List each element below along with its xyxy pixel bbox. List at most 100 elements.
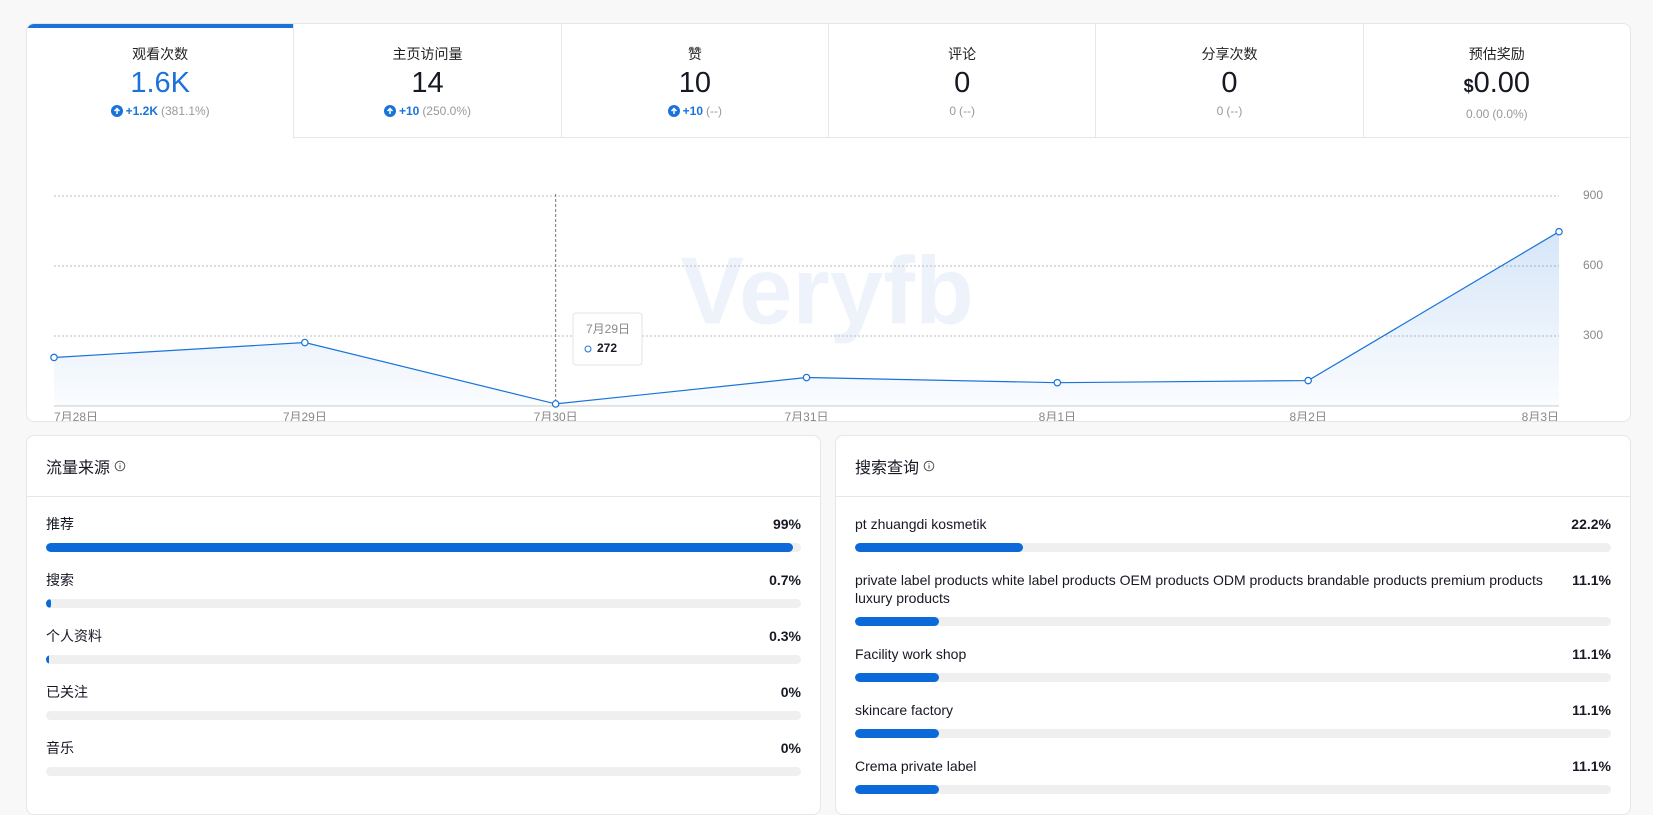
bar-fill <box>855 617 939 626</box>
tab-pct: (250.0%) <box>422 104 472 118</box>
bar-track <box>46 543 801 552</box>
item-label: Crema private label <box>855 758 977 774</box>
page: 观看次数 1.6K +1.2K (381.1%) 主页访问量 14 +10 (250.0%) 赞… <box>26 23 1631 815</box>
item-label: 音乐 <box>46 740 74 756</box>
tab-value-row: $0.00 <box>1364 66 1630 103</box>
item-pct: 0% <box>780 740 801 756</box>
tab-change-row: 0 (--) <box>1096 104 1362 118</box>
bar-track <box>46 599 801 608</box>
up-arrow-icon <box>110 105 123 117</box>
bar-fill <box>855 673 939 682</box>
tab-change: 0 <box>1216 104 1224 118</box>
panel-header: 搜索查询 <box>836 436 1630 497</box>
tab-pct: (0.0%) <box>1492 107 1528 121</box>
bar-track <box>855 729 1611 738</box>
tab-value: 0 <box>954 67 971 99</box>
item-row: 推荐 99% <box>46 515 801 533</box>
point <box>551 400 560 408</box>
info-icon[interactable] <box>923 460 935 472</box>
tooltip-date: 7月29日 <box>586 322 630 336</box>
tab-value-row: 14 <box>294 66 560 100</box>
point <box>50 353 58 362</box>
metric-tab[interactable]: 主页访问量 14 +10 (250.0%) <box>293 24 561 138</box>
up-arrow-icon <box>667 105 680 117</box>
up-arrow-icon <box>383 105 396 117</box>
tab-change: 0 <box>949 104 956 118</box>
item: Facility work shop 11.1% <box>855 645 1611 682</box>
area <box>54 231 1559 406</box>
item-pct: 0.7% <box>769 572 801 588</box>
point <box>1555 227 1563 236</box>
metric-tab[interactable]: 赞 10 +10 (--) <box>560 24 828 138</box>
item: pt zhuangdi kosmetik 22.2% <box>855 515 1611 552</box>
tab-label: 分享次数 <box>1201 46 1258 62</box>
tab-change: +10 <box>682 104 703 118</box>
chart: Veryfb 300 600 900 7月28日 7月29日 7月30日 7月31日 8月1日 8… <box>50 188 1603 422</box>
bar-track <box>855 673 1611 682</box>
currency: $ <box>1463 76 1474 96</box>
point <box>301 338 309 347</box>
point <box>1053 378 1062 387</box>
item: 搜索 0.7% <box>46 571 801 608</box>
item-pct: 0.3% <box>769 628 801 644</box>
x-tick-label: 7月29日 <box>283 410 327 422</box>
x-tick-label: 8月2日 <box>1289 410 1326 422</box>
panel-title: 搜索查询 <box>855 460 920 477</box>
tab-pct: (--) <box>1226 104 1243 118</box>
x-tick-label: 7月28日 <box>54 410 98 422</box>
traffic-panel: 流量来源 推荐 99% 搜索 0.7% 个人资料 0.3% 已关注 0% 音乐 0% <box>26 435 821 815</box>
search-panel: 搜索查询 pt zhuangdi kosmetik 22.2% private lab… <box>835 435 1631 815</box>
metric-tab[interactable]: 预估奖励 $0.00 0.00 (0.0%) <box>1362 24 1630 138</box>
tab-change-row: 0.00 (0.0%) <box>1364 107 1630 121</box>
y-tick-label: 600 <box>1583 258 1603 272</box>
item-pct: 11.1% <box>1572 702 1611 718</box>
point <box>1304 376 1312 385</box>
tab-value: 10 <box>678 67 711 99</box>
item: Crema private label 11.1% <box>855 757 1611 794</box>
tab-change-row: 0 (--) <box>829 104 1095 118</box>
bar-fill <box>855 785 939 794</box>
item-pct: 11.1% <box>1572 646 1611 662</box>
tab-pct: (--) <box>706 104 722 118</box>
item-label: Facility work shop <box>855 646 967 662</box>
metric-tab[interactable]: 分享次数 0 0 (--) <box>1095 24 1363 138</box>
tab-label: 预估奖励 <box>1468 46 1525 62</box>
item-row: 个人资料 0.3% <box>46 627 801 645</box>
bar-fill <box>855 729 939 738</box>
metric-tabs: 观看次数 1.6K +1.2K (381.1%) 主页访问量 14 +10 (250.0%) 赞… <box>27 24 1630 138</box>
item-row: 已关注 0% <box>46 683 801 701</box>
item-pct: 22.2% <box>1571 516 1611 532</box>
item-list: 推荐 99% 搜索 0.7% 个人资料 0.3% 已关注 0% 音乐 0% <box>27 497 820 776</box>
bar-track <box>855 785 1611 794</box>
tab-change-row: +10 (250.0%) <box>294 104 560 118</box>
metric-tab[interactable]: 观看次数 1.6K +1.2K (381.1%) <box>27 24 294 138</box>
item: 个人资料 0.3% <box>46 627 801 664</box>
bar-fill <box>855 543 1023 552</box>
tab-value-row: 1.6K <box>27 66 293 100</box>
item-pct: 99% <box>772 516 801 532</box>
item-pct: 11.1% <box>1572 758 1611 774</box>
metric-tab[interactable]: 评论 0 0 (--) <box>827 24 1096 138</box>
x-tick-label: 8月3日 <box>1522 410 1559 422</box>
item: 推荐 99% <box>46 515 801 552</box>
item: private label products white label produ… <box>855 571 1611 626</box>
tab-change-row: +10 (--) <box>562 104 828 118</box>
item-label: 个人资料 <box>46 628 102 644</box>
bar-track <box>46 767 801 776</box>
item-label: 推荐 <box>46 516 74 532</box>
tab-value: 14 <box>411 67 444 99</box>
y-tick-label: 900 <box>1583 188 1603 202</box>
tab-pct: (381.1%) <box>160 104 210 118</box>
item-row: skincare factory 11.1% <box>855 701 1611 719</box>
icon-arrow <box>113 107 120 114</box>
bar-track <box>855 617 1611 626</box>
tab-value: 0 <box>1221 67 1238 99</box>
icon-arrow <box>670 107 677 114</box>
item-pct: 11.1% <box>1572 572 1611 588</box>
tab-value: 0.00 <box>1473 67 1531 99</box>
watermark: Veryfb <box>680 237 973 344</box>
bar-track <box>46 655 801 664</box>
info-icon[interactable] <box>114 460 126 472</box>
tab-change: +1.2K <box>125 104 158 118</box>
tab-value-row: 0 <box>1096 66 1362 100</box>
